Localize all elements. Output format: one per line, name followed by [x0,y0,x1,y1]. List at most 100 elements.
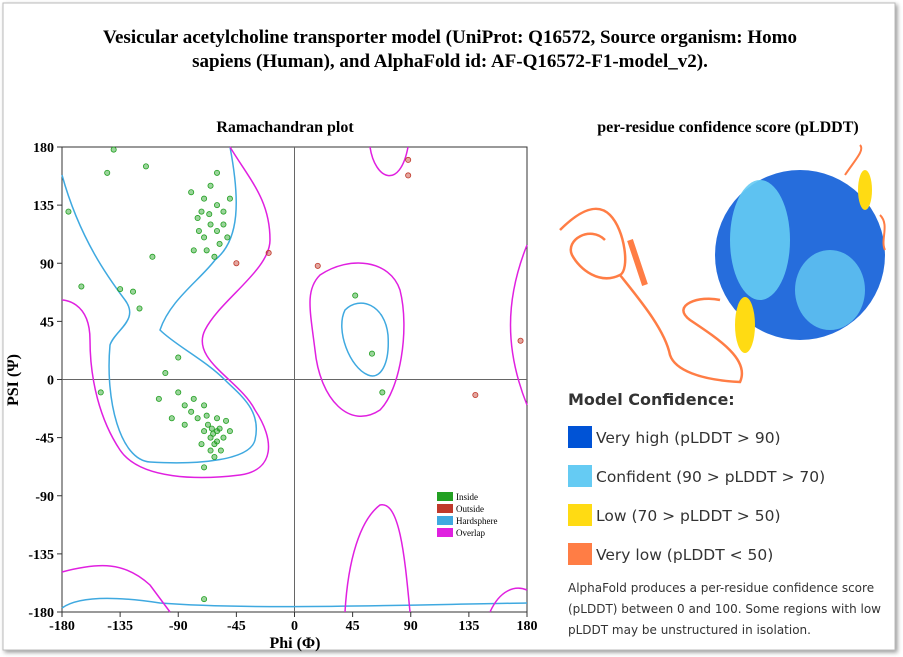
point [213,169,220,176]
point [198,208,205,215]
point [204,421,211,428]
point [201,596,208,603]
point [97,389,104,396]
helix [858,170,872,210]
x-tick-label: -135 [107,619,133,634]
legend-swatch [437,504,453,513]
x-tick-label: 135 [458,619,479,634]
point [203,412,210,419]
legend-swatch [437,516,453,525]
point [195,227,202,234]
legend: Inside Outside Hardsphere Overlap [437,492,497,538]
loop [844,144,886,251]
point [175,354,182,361]
y-tick-label: -135 [28,548,54,563]
note-line: AlphaFold produces a per-residue confide… [568,581,874,595]
point [201,428,208,435]
contour [61,564,171,613]
point [213,415,220,422]
point [217,447,224,454]
legend-swatch [437,528,453,537]
loop [559,207,744,384]
panel-title: per-residue confidence score (pLDDT) [597,119,858,136]
point [188,408,195,415]
point [233,260,240,267]
point [517,337,524,344]
point [220,208,227,215]
point [211,253,218,260]
point [201,234,208,241]
point [211,453,218,460]
y-axis-label: PSI (Ψ) [5,354,22,406]
helix [735,297,755,353]
point [314,262,321,269]
point [223,417,230,424]
point [201,464,208,471]
x-tick-label: -180 [49,619,75,634]
y-tick-label: 180 [33,141,54,156]
legend-title: Model Confidence: [568,390,735,409]
point [206,211,213,218]
legend-label: Very low (pLDDT < 50) [596,546,773,564]
point [117,286,124,293]
contour [61,597,528,609]
point [207,182,214,189]
figure-title: sapiens (Human), and AlphaFold id: AF-Q1… [192,51,708,72]
point [220,434,227,441]
x-tick-label: -45 [227,619,246,634]
point [188,189,195,196]
point [226,195,233,202]
note: AlphaFold produces a per-residue confide… [568,581,881,637]
legend-swatch [568,504,592,526]
y-tick-label: -180 [28,606,54,621]
point [136,305,143,312]
point [368,350,375,357]
point [181,402,188,409]
y-tick-label: 90 [40,257,54,272]
point [175,389,182,396]
point [208,425,215,432]
x-axis-label: Phi (Φ) [269,635,320,652]
legend-swatch [568,543,592,565]
x-tick-label: 45 [346,619,360,634]
point [201,195,208,202]
x-tick-label: 0 [291,619,298,634]
contour [509,244,528,406]
y-tick-label: 45 [40,315,54,330]
protein-structure [559,144,886,384]
point [162,370,169,377]
legend-swatch [437,492,453,501]
legend-label: Inside [456,492,478,502]
point [168,415,175,422]
point [155,395,162,402]
y-tick-label: 135 [33,199,54,214]
plot-title: Ramachandran plot [216,119,354,136]
note-line: (pLDDT) between 0 and 100. Some regions … [568,602,881,616]
point [405,156,412,163]
point [65,208,72,215]
x-tick-label: 180 [517,619,538,634]
y-tick-label: -90 [35,490,54,505]
point [226,428,233,435]
point [352,292,359,299]
point [213,202,220,209]
point [216,240,223,247]
strand [627,239,648,286]
contour [489,587,528,613]
helices [795,250,865,330]
points [65,146,524,603]
overlap-contours [61,146,528,613]
plot-area: Inside Outside Hardsphere Overlap -180 -135 -… [28,141,537,634]
y-tick-label: 0 [47,374,54,389]
x-tick-label: -90 [169,619,188,634]
contour [369,146,409,177]
contour [61,146,258,464]
point [104,169,111,176]
legend-label: Overlap [456,528,485,538]
point [405,172,412,179]
point [201,402,208,409]
point [130,288,137,295]
point [472,391,479,398]
point [216,425,223,432]
point [207,221,214,228]
